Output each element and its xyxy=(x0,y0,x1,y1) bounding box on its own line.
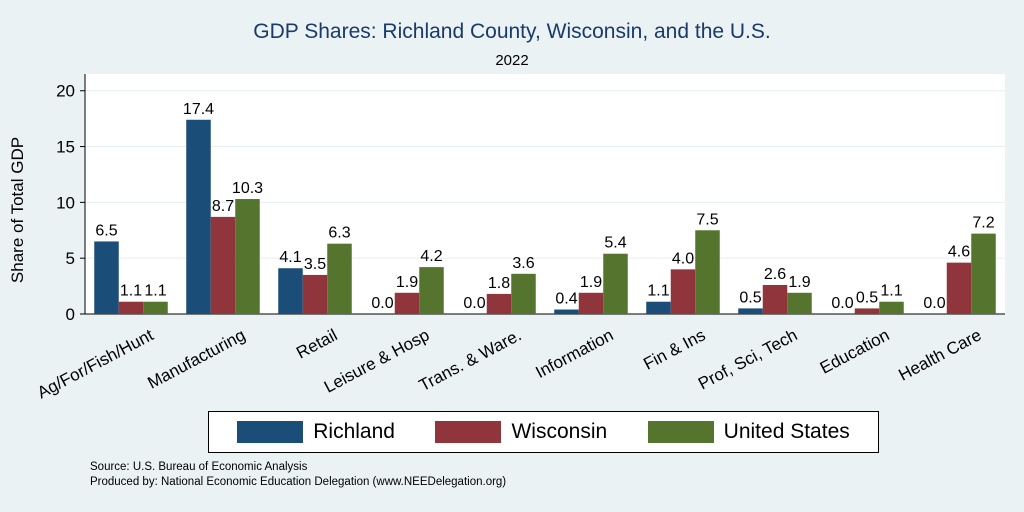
data-label: 0.0 xyxy=(371,295,393,312)
legend: Richland Wisconsin United States xyxy=(208,411,879,453)
data-label: 1.9 xyxy=(396,274,418,291)
y-tick-label: 10 xyxy=(56,193,75,212)
data-label: 1.1 xyxy=(647,283,669,300)
x-tick-label: Prof, Sci, Tech xyxy=(695,325,800,393)
bar xyxy=(118,301,144,314)
produced-by-line: Produced by: National Economic Education… xyxy=(90,476,507,488)
bar xyxy=(879,301,904,314)
legend-label-richland: Richland xyxy=(313,420,395,443)
y-tick-label: 0 xyxy=(66,305,75,324)
bar xyxy=(486,293,512,314)
data-label: 4.0 xyxy=(672,250,694,267)
legend-swatch-wisconsin xyxy=(435,421,502,443)
x-tick-label: Information xyxy=(532,325,616,382)
bar xyxy=(186,119,211,314)
data-label: 6.5 xyxy=(95,222,117,239)
y-tick-label: 15 xyxy=(56,138,75,157)
data-label: 4.1 xyxy=(279,249,301,266)
data-label: 3.6 xyxy=(512,255,534,272)
data-label: 3.5 xyxy=(304,256,326,273)
bar xyxy=(695,230,720,314)
data-label: 1.1 xyxy=(144,283,166,300)
bar xyxy=(511,273,536,314)
x-tick-label: Health Care xyxy=(895,325,984,384)
data-label: 1.9 xyxy=(788,274,810,291)
bar xyxy=(578,292,604,314)
data-label: 0.0 xyxy=(923,295,945,312)
bar xyxy=(143,301,168,314)
source-note: Source: U.S. Bureau of Economic Analysis… xyxy=(90,460,506,490)
legend-label-united-states: United States xyxy=(723,420,850,443)
bar xyxy=(94,241,119,314)
data-label: 0.0 xyxy=(463,295,485,312)
data-label: 6.3 xyxy=(328,225,350,242)
bar xyxy=(946,262,972,314)
x-tick-label: Leisure & Hosp xyxy=(321,325,433,396)
data-label: 1.1 xyxy=(120,283,142,300)
bar xyxy=(670,269,696,314)
source-line: Source: U.S. Bureau of Economic Analysis xyxy=(90,461,308,473)
data-label: 17.4 xyxy=(183,101,214,118)
bar xyxy=(278,268,303,314)
bar xyxy=(554,309,579,314)
bar xyxy=(646,301,671,314)
data-label: 10.3 xyxy=(232,180,263,197)
bar xyxy=(210,216,236,314)
bar xyxy=(971,233,996,314)
data-label: 1.9 xyxy=(580,274,602,291)
legend-swatch-richland xyxy=(237,421,304,443)
bar xyxy=(419,267,444,314)
bar xyxy=(738,308,763,314)
x-tick-label: Trans. & Ware. xyxy=(416,325,525,395)
chart-title: GDP Shares: Richland County, Wisconsin, … xyxy=(253,20,771,43)
data-label: 1.1 xyxy=(880,283,902,300)
data-label: 4.2 xyxy=(420,248,442,265)
bar xyxy=(394,292,420,314)
x-tick-label: Manufacturing xyxy=(144,325,248,392)
data-label: 4.6 xyxy=(948,244,970,261)
data-label: 2.6 xyxy=(764,266,786,283)
bar xyxy=(603,253,628,314)
data-label: 8.7 xyxy=(212,198,234,215)
x-tick-label: Education xyxy=(817,325,893,377)
bar xyxy=(327,243,352,314)
legend-swatch-united-states xyxy=(647,421,714,443)
data-label: 7.2 xyxy=(972,215,994,232)
bar xyxy=(787,292,812,314)
y-tick-label: 5 xyxy=(66,249,75,268)
data-label: 0.5 xyxy=(739,289,761,306)
bar xyxy=(235,199,260,314)
bar xyxy=(854,308,880,314)
data-label: 0.0 xyxy=(831,295,853,312)
bar xyxy=(302,274,328,314)
y-tick-label: 20 xyxy=(56,82,75,101)
x-tick-label: Ag/For/Fish/Hunt xyxy=(34,325,157,402)
legend-label-wisconsin: Wisconsin xyxy=(511,420,608,443)
bar xyxy=(762,284,788,314)
x-tick-label: Retail xyxy=(293,325,340,362)
data-label: 1.8 xyxy=(488,275,510,292)
legend-item-richland: Richland xyxy=(237,420,395,444)
legend-item-united-states: United States xyxy=(647,420,850,444)
legend-item-wisconsin: Wisconsin xyxy=(435,420,607,444)
data-label: 7.5 xyxy=(696,211,718,228)
x-tick-label: Fin & Ins xyxy=(640,325,708,373)
data-label: 0.5 xyxy=(856,289,878,306)
data-label: 5.4 xyxy=(604,235,626,252)
data-label: 0.4 xyxy=(555,291,577,308)
chart-subtitle: 2022 xyxy=(495,52,529,69)
